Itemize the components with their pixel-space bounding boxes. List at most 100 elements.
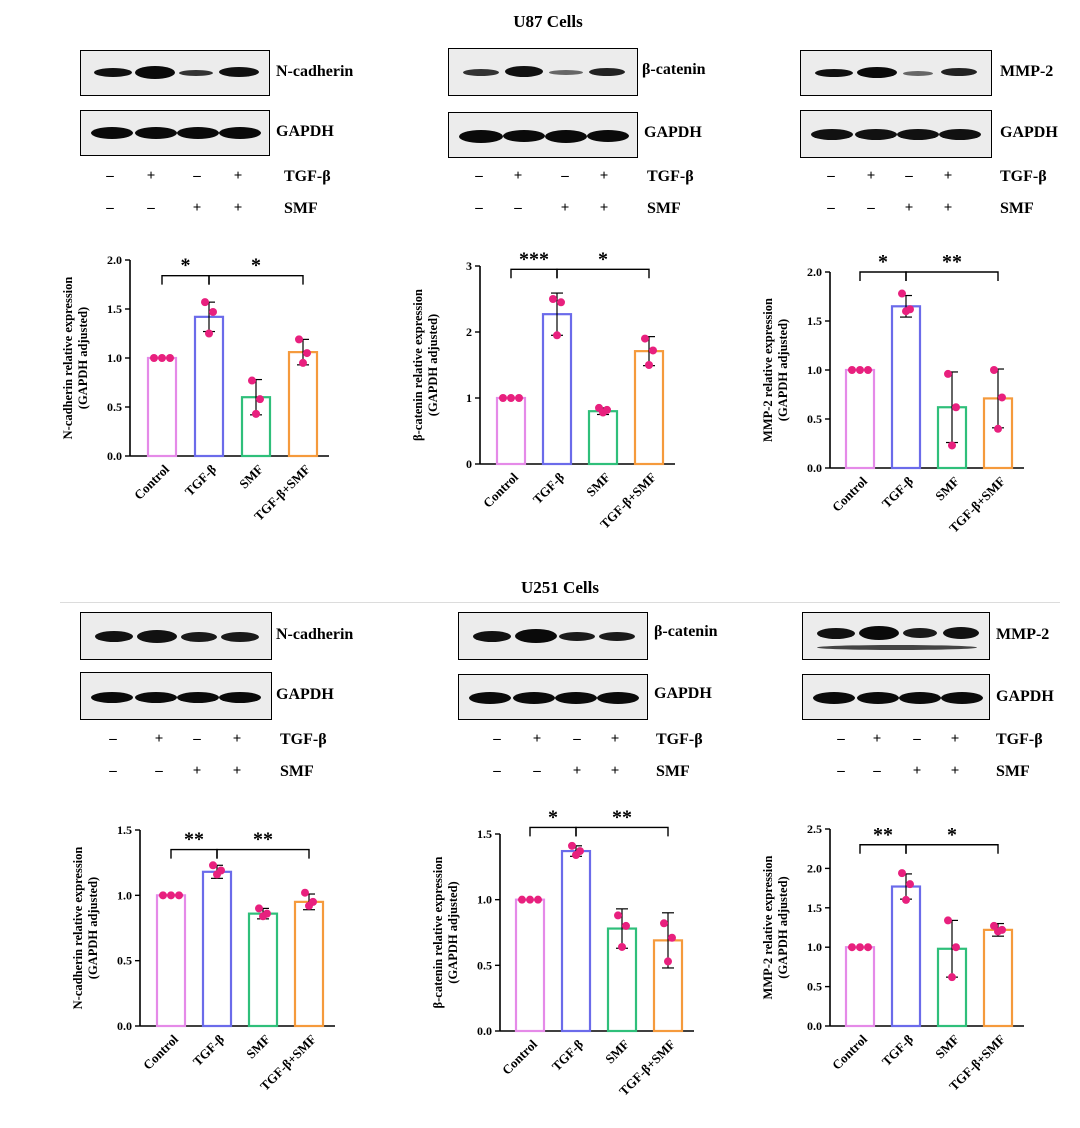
bar: [587, 410, 619, 466]
x-tick-label: Control: [829, 473, 870, 514]
tgf-sign: –: [827, 168, 835, 184]
data-point: [166, 354, 174, 362]
y-tick-label: 0: [466, 457, 472, 471]
data-point: [255, 904, 263, 913]
y-axis-label: N-cadherin relative expression: [71, 847, 85, 1010]
data-point: [252, 409, 260, 418]
x-tick-label: SMF: [602, 1036, 632, 1066]
data-point: [518, 895, 526, 904]
smf-row-label: SMF: [1000, 200, 1034, 217]
x-tick-label: Control: [131, 461, 172, 502]
significance-bracket: [529, 826, 577, 837]
smf-sign: –: [475, 200, 483, 216]
bar: [287, 351, 319, 458]
gapdh-label-u251-3: GAPDH: [996, 688, 1054, 705]
significance-label: *: [181, 255, 191, 277]
smf-sign: +: [610, 763, 620, 779]
gapdh-label-u87-1: GAPDH: [276, 123, 334, 140]
smf-sign: –: [827, 200, 835, 216]
tgf-sign: –: [493, 731, 501, 747]
significance-label: **: [873, 824, 893, 846]
data-point: [557, 298, 565, 307]
data-point: [948, 441, 956, 450]
y-axis-label: (GAPDH adjusted): [776, 319, 790, 421]
y-tick-label: 1.0: [117, 888, 132, 902]
data-point: [534, 895, 542, 904]
significance-bracket: [905, 844, 999, 854]
x-tick-label: SMF: [243, 1031, 273, 1061]
y-tick-label: 1.0: [477, 893, 492, 907]
x-tick-label: TGF-β: [549, 1036, 587, 1074]
tgf-sign: –: [573, 731, 581, 747]
data-point: [213, 870, 221, 879]
y-tick-label: 1.5: [807, 314, 822, 328]
data-point: [622, 921, 630, 930]
smf-sign: –: [873, 763, 881, 779]
smf-sign: +: [232, 763, 242, 779]
data-point: [175, 891, 183, 900]
y-axis-label: β-catenin relative expression: [411, 289, 425, 441]
x-tick-label: TGF-β: [530, 469, 568, 507]
y-axis-label: (GAPDH adjusted): [76, 307, 90, 409]
significance-bracket: [161, 274, 210, 285]
gapdh-blot-u87-2: [448, 112, 638, 158]
data-point: [256, 395, 264, 404]
significance-label: *: [548, 806, 558, 828]
beta-catenin-bar-chart-u251: 0.0 0.5 1.0 1.5 β-catenin relative expressio…: [431, 806, 694, 1099]
tgf-sign: –: [905, 168, 913, 184]
tgf-sign: –: [837, 731, 845, 747]
y-axis-label: β-catenin relative expression: [431, 856, 445, 1008]
y-axis-label: MMP-2 relative expression: [761, 855, 775, 999]
y-tick-label: 0.5: [807, 980, 822, 994]
smf-sign: +: [904, 200, 914, 216]
smf-sign: +: [192, 763, 202, 779]
significance-label: *: [598, 248, 608, 270]
y-tick-label: 2.0: [807, 861, 822, 875]
smf-sign: –: [514, 200, 522, 216]
data-point: [507, 394, 515, 402]
tgf-sign: –: [193, 168, 201, 184]
bar: [890, 305, 922, 470]
smf-sign: –: [106, 200, 114, 216]
data-point: [549, 295, 557, 303]
n-cadherin-bar-chart-u87: 0.0 0.5 1.0 1.5 2.0 N-cadherin relative expre…: [61, 253, 329, 524]
data-point: [209, 861, 217, 870]
section-divider: [60, 602, 1060, 603]
smf-sign: +: [233, 200, 243, 216]
significance-label: **: [184, 829, 204, 851]
data-point: [902, 307, 910, 316]
gapdh-label-u87-2: GAPDH: [644, 124, 702, 141]
y-tick-label: 0.5: [477, 958, 492, 972]
data-point: [167, 891, 175, 900]
y-axis-label: MMP-2 relative expression: [761, 298, 775, 442]
y-tick-label: 2.0: [807, 265, 822, 279]
y-tick-label: 0.0: [807, 1019, 822, 1033]
data-point: [305, 901, 313, 910]
tgf-sign: +: [232, 731, 242, 747]
y-tick-label: 1.0: [107, 351, 122, 365]
data-point: [618, 942, 626, 951]
smf-row-label: SMF: [280, 763, 314, 780]
tgf-beta-row-label: TGF-β: [1000, 168, 1047, 185]
data-point: [568, 841, 576, 850]
gapdh-blot-u251-2: [458, 674, 648, 720]
data-point: [848, 366, 856, 374]
data-point: [902, 895, 910, 904]
smf-sign: –: [867, 200, 875, 216]
mmp-2-blot-u251: [802, 612, 990, 660]
data-point: [614, 911, 622, 920]
x-tick-label: SMF: [932, 1031, 962, 1061]
significance-bracket: [208, 274, 304, 285]
bar: [201, 870, 233, 1028]
x-tick-label: Control: [140, 1031, 181, 1072]
significance-bracket: [905, 271, 999, 281]
data-point: [994, 927, 1002, 936]
smf-sign: +: [192, 200, 202, 216]
y-tick-label: 1.5: [807, 901, 822, 915]
u251-section-title: U251 Cells: [521, 578, 599, 597]
tgf-sign: +: [866, 168, 876, 184]
data-point: [295, 335, 303, 344]
tgf-beta-row-label: TGF-β: [996, 731, 1043, 748]
significance-bracket: [859, 844, 907, 854]
y-tick-label: 3: [466, 259, 472, 273]
